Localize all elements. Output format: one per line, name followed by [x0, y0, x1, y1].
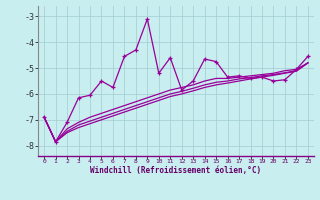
X-axis label: Windchill (Refroidissement éolien,°C): Windchill (Refroidissement éolien,°C) — [91, 166, 261, 175]
